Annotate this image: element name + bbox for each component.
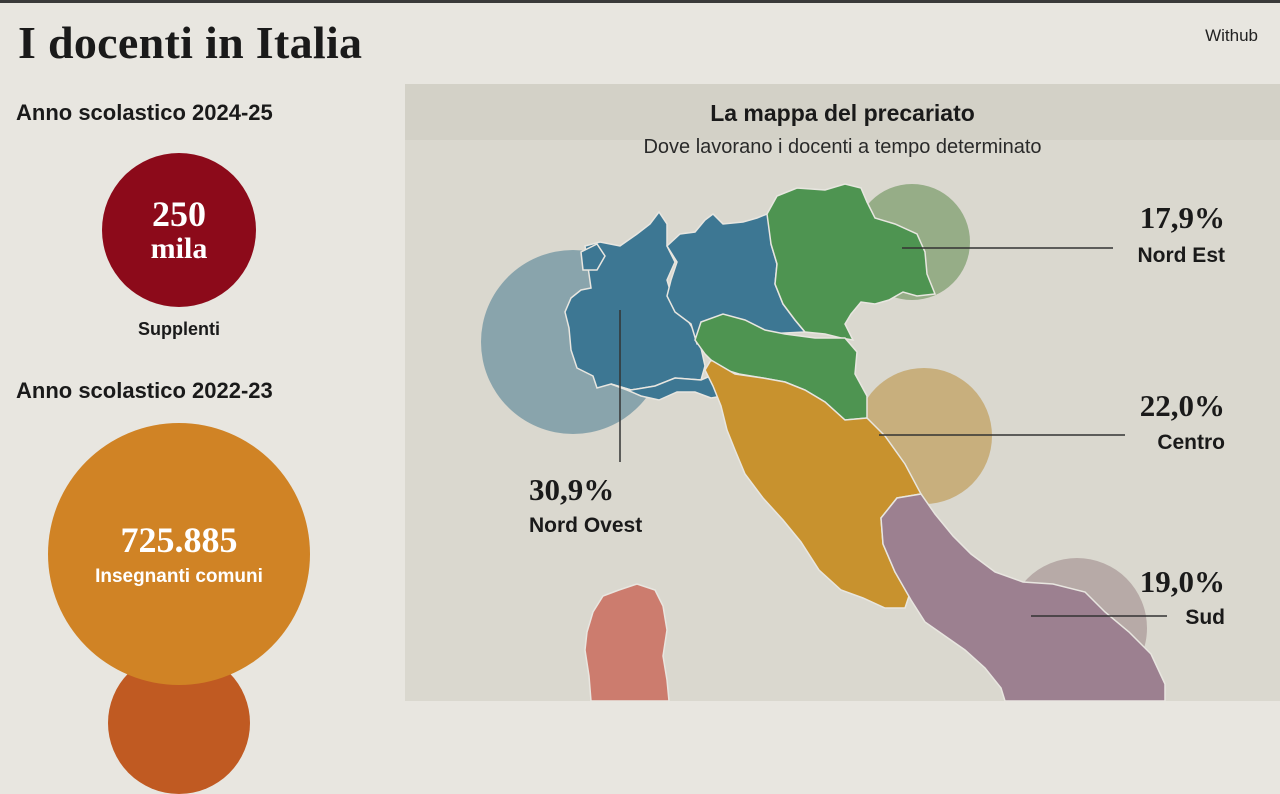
top-rule [0, 0, 1280, 3]
insegnanti-number: 725.885 [120, 520, 238, 560]
supplenti-caption: Supplenti [138, 319, 220, 339]
sud-region [880, 493, 1166, 701]
sud-share: 19,0% [1139, 564, 1225, 599]
map-panel: La mappa del precariato Dove lavorano i … [405, 84, 1280, 701]
italy-map [481, 183, 1167, 701]
map-subtitle: Dove lavorano i docenti a tempo determin… [643, 136, 1042, 158]
sardegna-region [584, 583, 670, 701]
supplenti-number: 250 [152, 194, 206, 234]
centro-share: 22,0% [1139, 388, 1225, 423]
nord-ovest-share: 30,9% [529, 472, 615, 507]
source-credit: Withub [1205, 26, 1258, 45]
nord-ovest-label: Nord Ovest [529, 514, 643, 537]
page-title: I docenti in Italia [18, 17, 363, 68]
year-label-2024-25: Anno scolastico 2024-25 [16, 100, 273, 125]
map-header-band [405, 84, 1280, 140]
supplenti-circle: 250 mila [102, 153, 256, 307]
insegnanti-caption: Insegnanti comuni [95, 566, 263, 587]
centro-label: Centro [1157, 431, 1225, 454]
nord-est-region [766, 183, 937, 341]
map-title: La mappa del precariato [710, 100, 975, 126]
nord-ovest-region [580, 243, 606, 271]
insegnanti-circle: 725.885 Insegnanti comuni [48, 423, 310, 685]
sud-label: Sud [1185, 606, 1225, 629]
supplenti-unit: mila [150, 232, 208, 265]
nord-est-share: 17,9% [1139, 200, 1225, 235]
year-label-2022-23: Anno scolastico 2022-23 [16, 378, 273, 403]
left-panel: Anno scolastico 2024-25 250 mila Supplen… [0, 84, 404, 794]
nord-est-label: Nord Est [1137, 244, 1225, 267]
